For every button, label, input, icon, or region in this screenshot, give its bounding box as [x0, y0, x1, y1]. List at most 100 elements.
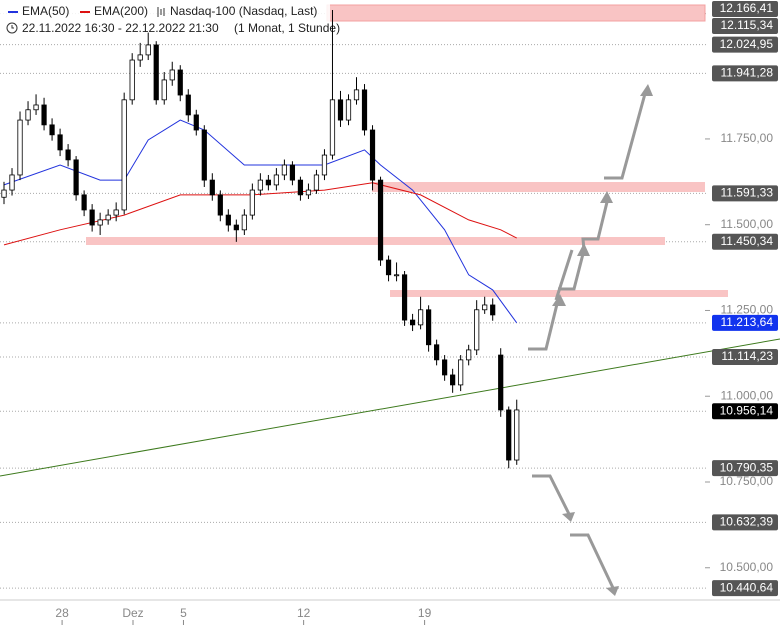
candle [217, 190, 223, 222]
candle [305, 183, 312, 199]
ema-line [3, 182, 517, 246]
candle-body [193, 114, 199, 131]
candle-body [49, 124, 55, 136]
candle [73, 156, 79, 201]
candle [289, 161, 296, 186]
candle [17, 111, 23, 181]
price-label-bg [712, 514, 778, 531]
candle [81, 190, 87, 217]
candle [514, 399, 520, 465]
candle [361, 84, 368, 136]
candle [153, 41, 159, 105]
candle [249, 183, 255, 220]
candle [426, 305, 432, 352]
candle-body [33, 104, 39, 111]
y-tick-label: 11.750,00 [721, 131, 774, 145]
period: (1 Monat, 1 Stunde) [234, 21, 340, 35]
candle-body [81, 194, 87, 211]
candle [273, 168, 279, 191]
price-label: 11.591,33 [721, 186, 774, 200]
candle-body [265, 179, 271, 186]
candle [9, 168, 15, 196]
price-label: 11.114,23 [721, 349, 773, 363]
arrow-head [577, 243, 590, 256]
candle-body [337, 99, 344, 121]
arrow-heads [552, 84, 653, 596]
candle-body [201, 129, 207, 181]
price-label-bg [712, 314, 778, 331]
legend-label: EMA(50) [22, 4, 69, 18]
candle-body [506, 409, 512, 461]
candle [145, 32, 151, 61]
candle-body [466, 349, 472, 361]
clock-icon [6, 22, 18, 34]
x-tick-label: Dez [122, 606, 143, 620]
candle-body [217, 194, 223, 216]
arrow [570, 533, 616, 591]
price-label-bg [712, 349, 778, 366]
candle [137, 42, 143, 67]
clock-hand [11, 25, 14, 29]
candle-body [89, 209, 95, 226]
candle [474, 300, 480, 356]
candle [409, 313, 416, 332]
candle-body [498, 354, 504, 411]
candle [482, 296, 488, 314]
candle-body [241, 214, 247, 231]
candle [329, 9, 336, 160]
arrow-head [640, 84, 653, 96]
candle [265, 174, 271, 191]
price-label: 10.632,39 [720, 515, 774, 529]
price-label-bg [712, 65, 778, 82]
candle [89, 204, 95, 232]
candle-body [377, 179, 384, 261]
candle [169, 61, 175, 86]
price-label-bg [712, 460, 778, 477]
candle-body [442, 359, 448, 376]
candle [385, 255, 392, 282]
candle [113, 202, 119, 222]
candle-body [169, 69, 175, 81]
candle [161, 72, 167, 105]
candle [401, 271, 408, 326]
candle-body [313, 174, 320, 191]
candle-body [434, 344, 440, 361]
x-tick-label: 19 [418, 606, 432, 620]
zone [372, 182, 705, 192]
candle-body [249, 189, 255, 216]
candle [49, 118, 55, 141]
candle-body [57, 134, 63, 151]
candle [442, 355, 448, 381]
candle-body [185, 94, 191, 116]
candle [177, 65, 183, 102]
arrow-head [562, 512, 575, 522]
price-label: 10.790,35 [720, 460, 774, 474]
candle-body [145, 44, 151, 56]
y-tick-label: 10.750,00 [720, 474, 774, 488]
candle [225, 209, 231, 232]
price-label: 11.213,64 [721, 315, 774, 329]
candle [506, 406, 512, 469]
candle-body [17, 119, 23, 176]
candle-body [345, 99, 352, 121]
candle-body [329, 99, 336, 156]
candle-body [401, 274, 408, 321]
candle [281, 159, 288, 181]
candle [434, 339, 440, 366]
candle [377, 176, 384, 266]
y-tick-label: 11.500,00 [721, 217, 774, 231]
zone [86, 237, 665, 245]
date-range: 22.11.2022 16:30 - 22.12.2022 21:30 [22, 21, 219, 35]
price-label: 10.440,64 [720, 580, 774, 594]
candle-body [41, 104, 47, 126]
candle [121, 92, 127, 215]
candle [490, 298, 496, 321]
price-label: 11.941,28 [721, 65, 774, 79]
candle-body [209, 179, 215, 196]
price-label-bg [712, 36, 778, 53]
candle [313, 169, 320, 194]
candle [498, 348, 504, 417]
y-tick-label: 11.000,00 [721, 388, 774, 402]
candle [337, 90, 344, 127]
